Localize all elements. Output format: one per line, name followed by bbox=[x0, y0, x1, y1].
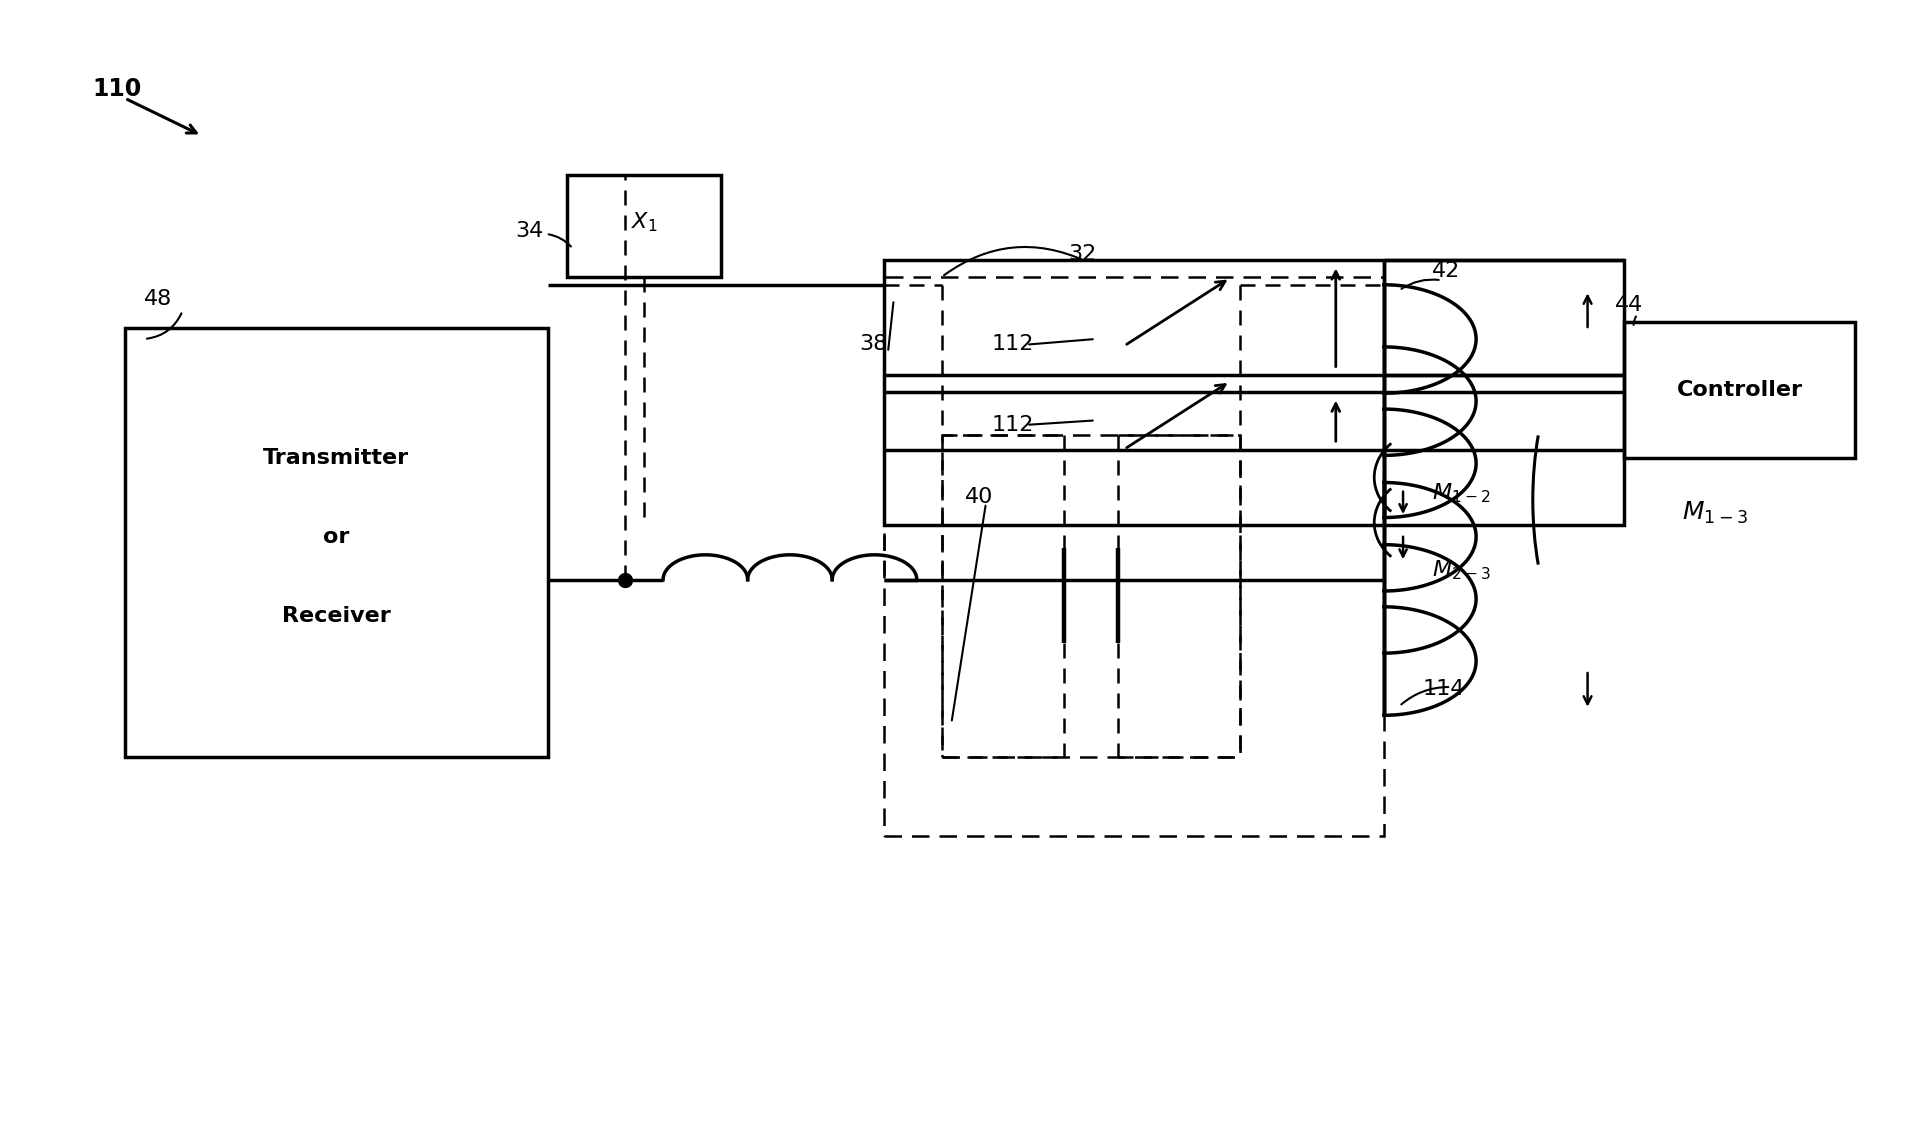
Text: 32: 32 bbox=[1069, 244, 1097, 264]
Text: or: or bbox=[323, 527, 350, 547]
Bar bbox=[884, 277, 1384, 836]
Bar bbox=[567, 175, 721, 277]
Text: $M_{2-3}$: $M_{2-3}$ bbox=[1432, 558, 1491, 582]
Text: 38: 38 bbox=[859, 334, 888, 355]
Text: 48: 48 bbox=[144, 289, 173, 310]
Text: $X_1$: $X_1$ bbox=[630, 211, 657, 234]
Text: $M_{1-2}$: $M_{1-2}$ bbox=[1432, 481, 1490, 505]
Text: Transmitter: Transmitter bbox=[263, 447, 409, 468]
Text: 112: 112 bbox=[992, 415, 1034, 435]
Text: Receiver: Receiver bbox=[283, 606, 390, 626]
Bar bbox=[1624, 322, 1855, 458]
Text: Controller: Controller bbox=[1676, 380, 1803, 400]
Bar bbox=[125, 328, 548, 757]
Bar bbox=[884, 260, 1624, 525]
Text: $M_{1-3}$: $M_{1-3}$ bbox=[1682, 499, 1747, 525]
Text: 40: 40 bbox=[965, 487, 994, 507]
Text: 42: 42 bbox=[1432, 261, 1461, 281]
Text: 112: 112 bbox=[992, 334, 1034, 355]
Text: 114: 114 bbox=[1422, 679, 1465, 699]
Text: 44: 44 bbox=[1614, 295, 1643, 315]
Text: 110: 110 bbox=[92, 77, 142, 101]
Text: 34: 34 bbox=[515, 221, 544, 242]
Bar bbox=[942, 435, 1240, 757]
